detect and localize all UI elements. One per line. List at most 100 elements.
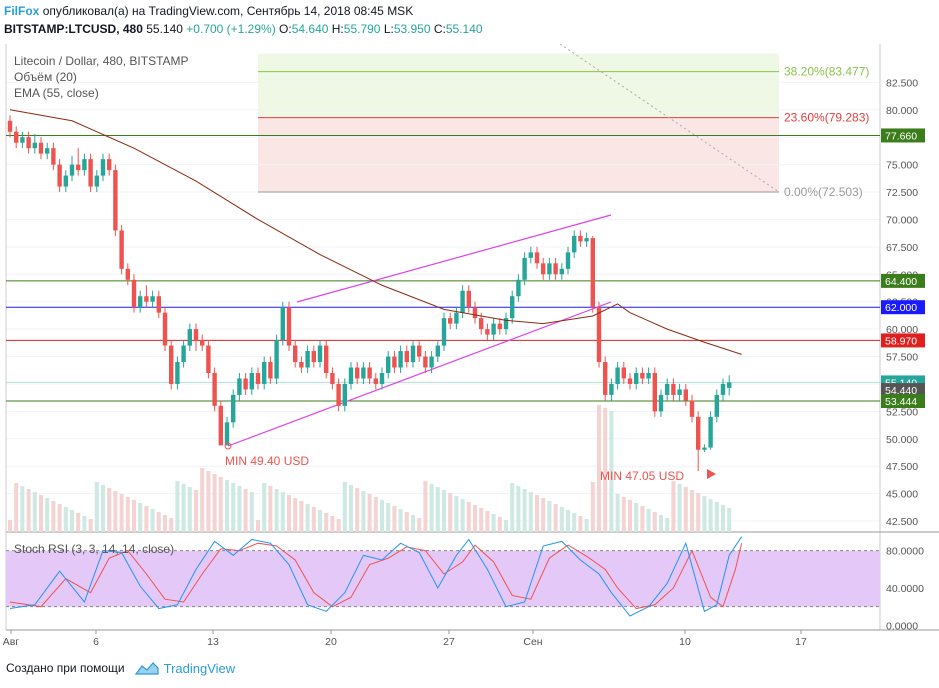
high-value: 55.790 <box>343 22 381 36</box>
candle-body <box>541 263 546 275</box>
volume-bar <box>218 477 223 532</box>
candle-body <box>311 351 316 363</box>
volume-bar <box>336 519 341 532</box>
fib-level-label: 0.00%(72.503) <box>784 185 863 199</box>
volume-bar <box>45 498 50 532</box>
volume-bar <box>479 508 484 532</box>
candle-body <box>572 235 577 253</box>
volume-bar <box>355 488 360 532</box>
volume-bar <box>516 486 521 532</box>
candle-body <box>714 394 719 417</box>
publisher-name[interactable]: FilFox <box>4 4 40 18</box>
volume-bar <box>243 489 248 532</box>
candle-body <box>274 340 279 379</box>
volume-bar <box>181 484 186 532</box>
x-tick-label: Сен <box>523 636 542 648</box>
y-tick-label: 67.500 <box>886 242 918 254</box>
y-tick-label: 70.000 <box>886 214 918 226</box>
candle-body <box>603 362 608 395</box>
candle-body <box>330 372 335 384</box>
candle-body <box>113 170 118 231</box>
legend-volume: Объём (20) <box>14 70 77 84</box>
volume-bar <box>659 515 663 532</box>
volume-bar <box>665 518 670 532</box>
volume-bar <box>70 510 74 532</box>
candle-body <box>553 263 558 275</box>
candle-body <box>510 296 515 319</box>
close-label: C: <box>433 22 446 36</box>
stoch-k-line <box>9 536 743 617</box>
volume-bar <box>132 500 136 532</box>
legend-ema: EMA (55, close) <box>14 86 99 100</box>
publish-info: опубликовал(а) на TradingView.com, Сентя… <box>42 4 414 18</box>
volume-bar <box>361 491 366 532</box>
volume-bar <box>206 471 211 532</box>
y-tick-label: 50.000 <box>886 434 918 446</box>
candle-body <box>392 356 397 368</box>
candle-body <box>69 164 75 176</box>
candle-body <box>423 356 428 368</box>
volume-bar <box>615 494 620 532</box>
volume-bar <box>268 486 273 532</box>
candle-body <box>708 416 713 448</box>
ema-line <box>9 109 742 355</box>
candle-body <box>212 372 217 406</box>
candle-body <box>138 296 143 308</box>
volume-bar <box>39 495 43 532</box>
volume-bar <box>454 496 459 532</box>
low-value: 53.950 <box>393 22 431 36</box>
volume-bar <box>646 509 651 532</box>
x-tick-label: 13 <box>207 636 219 648</box>
candle-body <box>417 345 422 357</box>
volume-bar <box>156 512 161 532</box>
fib-zone-red <box>258 117 779 193</box>
volume-bar <box>386 503 391 532</box>
volume-bar <box>677 484 682 532</box>
candle-body <box>286 307 292 346</box>
y-tick-label: 42.500 <box>886 516 918 528</box>
volume-bar <box>63 507 68 532</box>
volume-bar <box>566 510 570 532</box>
candle-body <box>299 362 304 368</box>
volume-bar <box>150 509 155 532</box>
candle-body <box>398 351 403 368</box>
candle-body <box>454 312 459 324</box>
volume-bar <box>528 492 533 532</box>
volume-bar <box>380 500 384 532</box>
price-chart[interactable]: 82.50080.00077.50075.00072.50070.00067.5… <box>0 0 939 660</box>
volume-bar <box>473 505 477 532</box>
volume-bar <box>57 504 62 532</box>
stoch-d-line <box>9 542 743 610</box>
y-tick-label: 52.500 <box>886 406 918 418</box>
volume-bar <box>442 490 446 532</box>
level-label: 58.970 <box>885 335 917 347</box>
volume-bar <box>274 489 279 532</box>
tradingview-link[interactable]: TradingView <box>134 660 235 676</box>
candle-body <box>677 389 682 395</box>
candle-body <box>609 383 614 395</box>
candle-body <box>689 400 695 417</box>
candle-body <box>76 164 81 171</box>
volume-bar <box>237 486 242 532</box>
candle-body <box>324 345 329 373</box>
candle-body <box>683 389 688 401</box>
candle-body <box>57 164 62 187</box>
volume-bar <box>101 485 105 532</box>
volume-bar <box>702 496 707 532</box>
volume-bar <box>590 482 595 532</box>
candle-body <box>231 394 236 423</box>
volume-bar <box>107 488 112 532</box>
volume-bar <box>94 482 99 532</box>
candle-body <box>534 252 540 264</box>
candle-body <box>646 372 651 379</box>
footer: Создано при помощи TradingView <box>6 660 235 676</box>
candle-body <box>634 372 639 384</box>
volume-bar <box>14 483 19 532</box>
candle-body <box>131 279 137 308</box>
candle-body <box>255 372 261 384</box>
candle-body <box>404 351 409 363</box>
candle-body <box>175 362 180 384</box>
volume-bar <box>640 506 645 532</box>
candle-body <box>516 279 521 297</box>
volume-bar <box>311 507 316 532</box>
